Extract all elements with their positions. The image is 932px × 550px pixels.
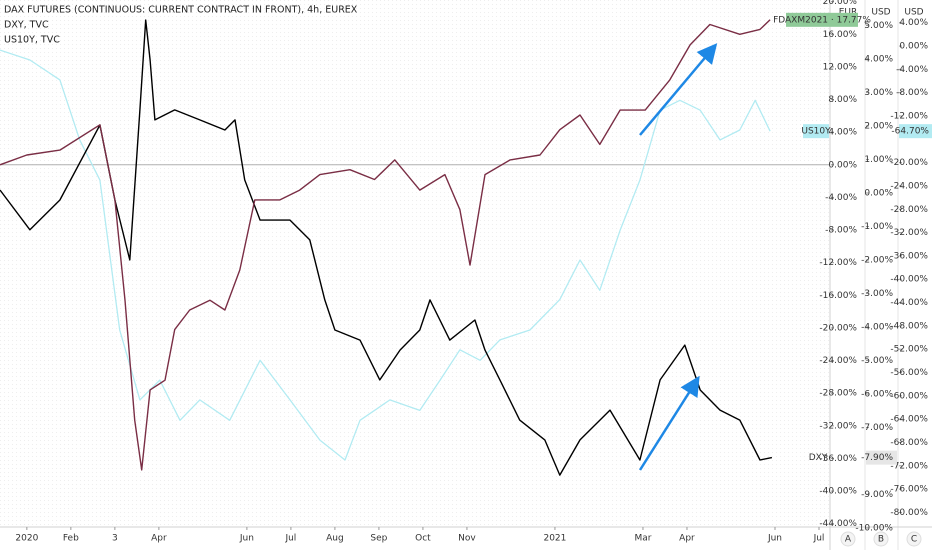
y-tick-label: -40.00%	[890, 275, 928, 285]
y-tick-label: -40.00%	[819, 487, 857, 497]
x-tick-label: Feb	[63, 534, 79, 544]
y-tick-label: -60.00%	[890, 391, 928, 401]
y-tick-label: -44.00%	[890, 298, 928, 308]
x-tick-label: Sep	[370, 534, 387, 544]
y-tick-label: 8.00%	[828, 95, 857, 105]
axis-header: USD	[904, 8, 923, 18]
y-tick-label: 2.00%	[864, 121, 893, 131]
x-tick-label: Jun	[239, 534, 254, 544]
y-tick-label: 4.00%	[828, 128, 857, 138]
y-tick-label: -32.00%	[819, 421, 857, 431]
series-tag: DXY	[809, 453, 828, 463]
axis-header: EUR	[839, 8, 858, 18]
y-tick-label: -28.00%	[819, 389, 857, 399]
y-tick-label: -8.00%	[825, 226, 857, 236]
y-tick-label: 1.00%	[864, 155, 893, 165]
plot-background	[0, 0, 830, 527]
y-tick-label: -52.00%	[890, 345, 928, 355]
x-tick-label: Nov	[458, 534, 476, 544]
y-tick-label: -6.00%	[861, 389, 893, 399]
y-tick-label: -20.00%	[819, 323, 857, 333]
legend-entry: DAX FUTURES (CONTINUOUS: CURRENT CONTRAC…	[4, 5, 358, 16]
y-tick-label: -4.00%	[861, 322, 893, 332]
y-tick-label: 0.00%	[864, 188, 893, 198]
series-tag-box	[803, 124, 829, 139]
y-tick-label: -24.00%	[890, 181, 928, 191]
scale-button	[906, 531, 922, 547]
legend-entry: DXY, TVC	[4, 20, 49, 31]
legend-entry: US10Y, TVC	[4, 35, 60, 46]
x-tick-label: 3	[112, 534, 118, 544]
x-tick-label: 2020	[15, 534, 38, 544]
annotation-arrow	[639, 43, 718, 136]
y-tick-label: 4.00%	[899, 18, 928, 28]
price-tag: -7.90%	[861, 453, 893, 463]
y-tick-label: -36.00%	[890, 251, 928, 261]
y-tick-label: -36.00%	[819, 454, 857, 464]
series-line	[0, 49, 771, 461]
scale-button-label: B	[878, 535, 884, 545]
x-tick-label: Apr	[679, 534, 695, 544]
y-tick-label: -76.00%	[890, 485, 928, 495]
y-tick-label: -68.00%	[890, 438, 928, 448]
price-tag: -64.70%	[891, 127, 929, 137]
y-tick-label: 16.00%	[823, 30, 858, 40]
y-tick-label: -44.00%	[819, 519, 857, 529]
y-tick-label: -2.00%	[861, 255, 893, 265]
y-tick-label: 3.00%	[864, 88, 893, 98]
y-tick-label: 0.00%	[899, 42, 928, 52]
x-tick-label: 2021	[543, 534, 566, 544]
y-tick-label: -56.00%	[890, 368, 928, 378]
x-tick-label: Jun	[767, 534, 782, 544]
scale-button-label: A	[845, 535, 852, 545]
price-tag-box	[866, 450, 897, 465]
y-tick-label: -16.00%	[819, 291, 857, 301]
y-tick-label: 5.00%	[864, 21, 893, 31]
scale-button	[873, 531, 889, 547]
series-tag: US10Y	[801, 127, 831, 137]
x-tick-label: Oct	[415, 534, 431, 544]
y-tick-label: 4.00%	[864, 54, 893, 64]
price-tag-box	[786, 12, 858, 27]
y-tick-label: -48.00%	[890, 321, 928, 331]
y-tick-label: -5.00%	[861, 356, 893, 366]
x-tick-label: Aug	[326, 534, 344, 544]
price-tag-box	[899, 124, 932, 139]
y-tick-label: -64.00%	[890, 415, 928, 425]
y-tick-label: -80.00%	[890, 508, 928, 518]
scale-button-label: C	[911, 535, 917, 545]
annotation-arrow	[638, 375, 700, 471]
y-tick-label: -10.00%	[855, 524, 893, 534]
y-tick-label: -72.00%	[890, 461, 928, 471]
x-tick-label: Jul	[813, 534, 825, 544]
y-tick-label: -32.00%	[890, 228, 928, 238]
y-tick-label: -4.00%	[896, 65, 928, 75]
y-tick-label: -4.00%	[825, 193, 857, 203]
y-tick-label: -20.00%	[890, 158, 928, 168]
price-tag: FDAXM2021 · 17.77%	[773, 15, 871, 25]
y-tick-label: 20.00%	[823, 0, 858, 7]
y-tick-label: -7.00%	[861, 423, 893, 433]
x-tick-label: Mar	[634, 534, 651, 544]
y-tick-label: -12.00%	[890, 112, 928, 122]
y-tick-label: -12.00%	[819, 258, 857, 268]
y-tick-label: -3.00%	[861, 289, 893, 299]
x-tick-label: Apr	[151, 534, 167, 544]
y-tick-label: -28.00%	[890, 205, 928, 215]
x-tick-label: Jul	[284, 534, 296, 544]
y-tick-label: -24.00%	[819, 356, 857, 366]
series-line	[0, 19, 771, 471]
plot-layer	[0, 19, 830, 476]
scale-button	[840, 531, 856, 547]
y-tick-label: -9.00%	[861, 490, 893, 500]
y-tick-label: 12.00%	[823, 62, 858, 72]
series-line	[0, 19, 773, 476]
legend: DAX FUTURES (CONTINUOUS: CURRENT CONTRAC…	[4, 5, 358, 46]
axis-header: USD	[871, 8, 890, 18]
y-tick-label: 0.00%	[828, 160, 857, 170]
y-tick-label: -8.00%	[896, 88, 928, 98]
y-tick-label: -1.00%	[861, 222, 893, 232]
